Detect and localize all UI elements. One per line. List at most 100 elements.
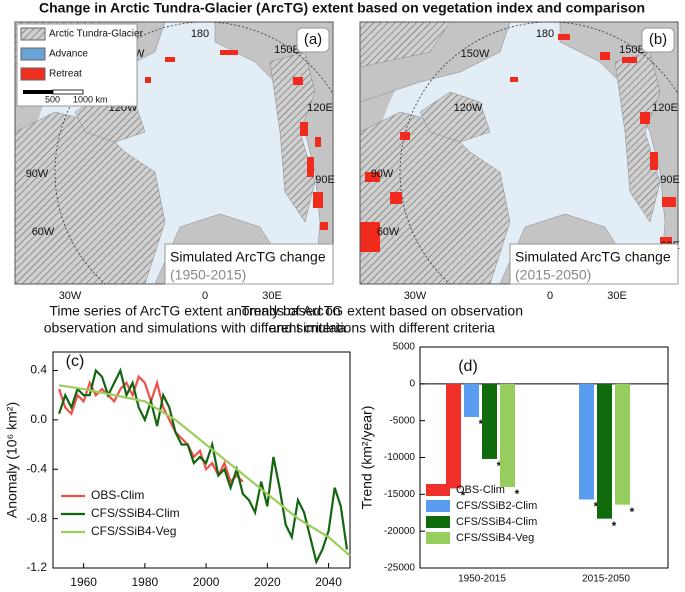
retreat-patch [360, 222, 380, 252]
bar [464, 383, 479, 417]
panel-label: (c) [66, 353, 85, 370]
longitude-label: 120E [652, 102, 678, 114]
retreat-patch [313, 192, 323, 208]
significance-marker: * [497, 459, 502, 473]
x-tick-label: 2000 [193, 575, 220, 589]
significance-marker: * [479, 417, 484, 431]
longitude-label: 90W [26, 168, 49, 180]
y-tick-label: 0.0 [30, 412, 47, 426]
panel-label: (d) [458, 358, 478, 375]
caption-period: (2015-2050) [515, 267, 591, 283]
scale-bar [52, 89, 84, 95]
longitude-label: 0 [547, 290, 553, 302]
y-tick-label: -1.2 [26, 560, 47, 574]
land [614, 51, 661, 223]
legend-label: Retreat [49, 69, 82, 80]
retreat-patch [300, 122, 308, 136]
panel-label: (b) [649, 31, 667, 48]
retreat-patch [365, 172, 380, 182]
longitude-label: 30W [59, 290, 82, 302]
longitude-label: 90W [371, 168, 394, 180]
y-tick-label: 0 [409, 378, 415, 389]
bar [500, 383, 515, 487]
retreat-patch [220, 50, 238, 55]
retreat-patch [315, 137, 321, 147]
legend-label: Arctic Tundra-Glacier [49, 29, 144, 40]
y-tick-label: 0.4 [30, 363, 47, 377]
caption-box [164, 243, 334, 285]
scale-bar [23, 90, 53, 94]
y-axis-label: Trend (km²/year) [359, 406, 375, 510]
retreat-patch [293, 77, 303, 85]
land [419, 91, 491, 143]
x-tick-label: 1980 [132, 575, 159, 589]
legend-label: OBS-Clim [456, 484, 505, 496]
y-tick-label: -5000 [389, 415, 415, 426]
x-tick-label: 1950-2015 [458, 574, 506, 585]
longitude-label: 150E [274, 44, 300, 56]
x-tick-label: 1960 [70, 575, 97, 589]
bar [615, 383, 630, 505]
plot-frame [52, 351, 351, 569]
retreat-patch [660, 237, 672, 247]
longitude-label: 60W [32, 226, 55, 238]
longitude-label: 30E [607, 290, 627, 302]
legend-label: CFS/SSiB4-Veg [91, 524, 176, 538]
longitude-label: 120W [454, 102, 483, 114]
longitude-label: 120E [307, 102, 333, 114]
y-tick-label: -0.8 [26, 511, 47, 525]
legend-label: OBS-Clim [91, 488, 144, 502]
chart-title: observation and simulations with differe… [44, 320, 347, 336]
y-tick-label: 5000 [393, 342, 416, 353]
legend-label: CFS/SSiB4-Clim [91, 506, 180, 520]
map-panel: 180150W120W90W60W150E120E90E60E(b)Simula… [359, 21, 680, 285]
data-line [58, 384, 351, 557]
legend-swatch [426, 484, 450, 496]
retreat-patch [145, 77, 151, 83]
retreat-patch [622, 57, 637, 63]
chart-title: and simulations with different criteria [269, 320, 495, 336]
longitude-label: 90E [660, 174, 680, 186]
longitude-label: 180 [191, 28, 209, 40]
retreat-patch [400, 132, 410, 140]
retreat-patch [662, 197, 676, 207]
land [360, 111, 511, 284]
x-tick-label: 2015-2050 [582, 574, 630, 585]
longitude-label: 90E [315, 174, 335, 186]
retreat-patch [165, 57, 175, 62]
x-tick-label: 2020 [254, 575, 281, 589]
longitude-label: 60W [377, 226, 400, 238]
caption-period: (1950-2015) [170, 267, 246, 283]
map-legend: Arctic Tundra-Glacier Advance Retreat 500 10… [16, 23, 144, 107]
map-body [360, 22, 678, 284]
legend-swatch [426, 516, 450, 528]
panel-label: (a) [304, 31, 322, 48]
longitude-label: 0 [202, 290, 208, 302]
longitude-label: 180 [536, 28, 554, 40]
longitude-label: 150E [619, 44, 645, 56]
bar [579, 383, 594, 500]
retreat-patch [640, 112, 650, 124]
retreat-patch [320, 222, 328, 230]
caption: Simulated ArcTG change [515, 249, 671, 265]
panel-label-box [296, 27, 330, 53]
caption-box [509, 243, 679, 285]
land [269, 51, 316, 223]
panel-label-box [641, 27, 675, 53]
legend-swatch [426, 532, 450, 544]
significance-marker: * [461, 489, 466, 503]
longitude-label: 30W [404, 290, 427, 302]
scale-label: 1000 km [73, 94, 108, 104]
legend-label: CFS/SSiB4-Clim [456, 516, 537, 528]
longitude-label: 150W [461, 48, 490, 60]
scale-label: 500 [45, 94, 60, 104]
bar [597, 383, 612, 519]
y-tick-label: -15000 [384, 489, 416, 500]
caption: Simulated ArcTG change [170, 249, 326, 265]
significance-marker: * [515, 487, 520, 501]
land [15, 111, 166, 284]
legend-swatch [20, 47, 46, 61]
significance-marker: * [630, 505, 635, 519]
